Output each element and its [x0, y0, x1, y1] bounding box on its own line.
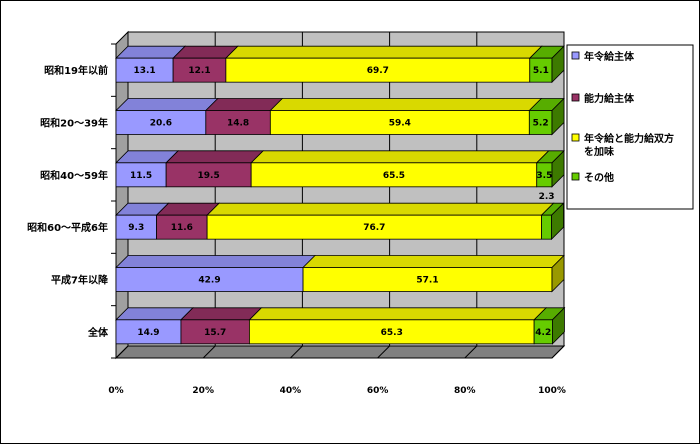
x-tick-label: 20% — [192, 386, 214, 396]
bar-row: 42.9 57.1 — [115, 254, 565, 293]
bar-top — [204, 98, 284, 111]
floor — [114, 345, 566, 359]
bar-top — [115, 307, 194, 321]
bar-top — [224, 45, 543, 59]
gridline-floor — [551, 345, 565, 359]
x-tick-label: 100% — [538, 386, 566, 396]
bar-segment — [250, 162, 538, 188]
bars: 13.1 12.1 69.7 5.1 20.6 14.8 59.4 5.2 11.5 19.5 65… — [115, 45, 566, 345]
data-label: 12.1 — [188, 66, 210, 76]
data-label: 19.5 — [198, 171, 220, 181]
bar-segment — [115, 162, 167, 188]
bar-segment — [541, 214, 552, 240]
data-label: 42.9 — [198, 276, 220, 286]
bar-top — [206, 202, 555, 216]
gridline-floor — [464, 345, 478, 359]
gridline-floor — [202, 345, 216, 359]
bar-row: 9.3 11.6 76.7 2.3 — [115, 192, 565, 241]
bar-segment — [115, 267, 304, 292]
category-label: 全体 — [87, 326, 109, 339]
data-label: 14.8 — [227, 119, 249, 129]
x-tick-labels: 0% 20% 40% 60% 80% 100% — [108, 386, 566, 396]
legend-label: 能力給主体 — [584, 92, 635, 105]
data-label: 11.5 — [130, 171, 152, 181]
bar-end — [551, 254, 565, 293]
bar-top — [165, 150, 265, 164]
legend-swatch — [571, 133, 580, 142]
x-tick-label: 0% — [108, 386, 123, 396]
data-label: 2.3 — [539, 192, 555, 202]
gridline-floor — [115, 345, 129, 359]
bar-end — [552, 306, 565, 345]
data-label: 69.7 — [367, 66, 389, 76]
legend-label: 年令給と能力給双方 — [584, 132, 674, 145]
legend-swatch — [571, 172, 580, 181]
legend-label: 年令給主体 — [584, 50, 635, 63]
legend-box — [566, 44, 694, 210]
bar-top — [250, 150, 550, 164]
data-label: 65.3 — [381, 328, 403, 338]
data-label: 14.9 — [137, 328, 159, 338]
data-label: 65.5 — [383, 171, 405, 181]
x-tick-label: 80% — [454, 386, 476, 396]
category-label: 昭和40～59年 — [40, 169, 108, 182]
bar-segment — [269, 110, 530, 135]
data-label: 5.2 — [533, 119, 549, 129]
bar-end — [551, 149, 565, 188]
data-label: 59.4 — [389, 119, 411, 129]
bar-segment — [206, 214, 542, 240]
bar-top — [115, 98, 219, 111]
x-tick-label: 40% — [280, 386, 302, 396]
bar-segment — [180, 319, 250, 345]
bar-row: 13.1 12.1 69.7 5.1 — [115, 45, 565, 84]
bar-end — [551, 202, 564, 241]
bar-row: 14.9 15.7 65.3 4.2 — [115, 306, 566, 345]
legend-swatch — [571, 93, 580, 102]
bar-segment — [115, 214, 157, 240]
gridline-floor — [377, 345, 390, 359]
bar-row: 20.6 14.8 59.4 5.2 — [115, 97, 565, 136]
category-label: 昭和20～39年 — [40, 117, 108, 130]
x-tick-label: 60% — [367, 386, 389, 396]
bar-segment — [225, 57, 531, 83]
category-label: 平成7年以降 — [51, 274, 109, 287]
data-label: 13.1 — [133, 66, 155, 76]
bar-segment — [302, 267, 553, 292]
bar-top — [248, 307, 548, 321]
bar-end — [551, 45, 565, 84]
bar-segment — [115, 110, 207, 135]
data-label: 15.7 — [204, 328, 226, 338]
bar-row: 11.5 19.5 65.5 3.5 — [115, 149, 565, 188]
category-label: 昭和60～平成6年 — [27, 221, 108, 234]
bar-segment — [249, 319, 535, 345]
bar-segment — [115, 319, 182, 345]
bar-top — [179, 307, 263, 321]
bar-top — [269, 98, 543, 111]
legend-label: その他 — [584, 171, 614, 184]
bar-top — [302, 255, 565, 268]
bar-segment — [205, 110, 271, 135]
gridline-floor — [290, 345, 303, 359]
data-label: 11.6 — [171, 223, 193, 233]
data-label: 3.5 — [536, 171, 552, 181]
data-label: 57.1 — [416, 276, 438, 286]
bar-end — [551, 97, 565, 136]
bar-segment — [172, 57, 227, 83]
category-label: 昭和19年以前 — [44, 64, 108, 77]
bar-top — [115, 255, 317, 268]
bar-segment — [165, 162, 252, 188]
data-label: 76.7 — [363, 223, 385, 233]
data-label: 4.2 — [535, 328, 551, 338]
data-label: 5.1 — [533, 66, 549, 76]
legend-label: を加味 — [584, 145, 614, 158]
legend-swatch — [571, 51, 580, 60]
data-label: 9.3 — [128, 223, 144, 233]
data-label: 20.6 — [150, 119, 172, 129]
